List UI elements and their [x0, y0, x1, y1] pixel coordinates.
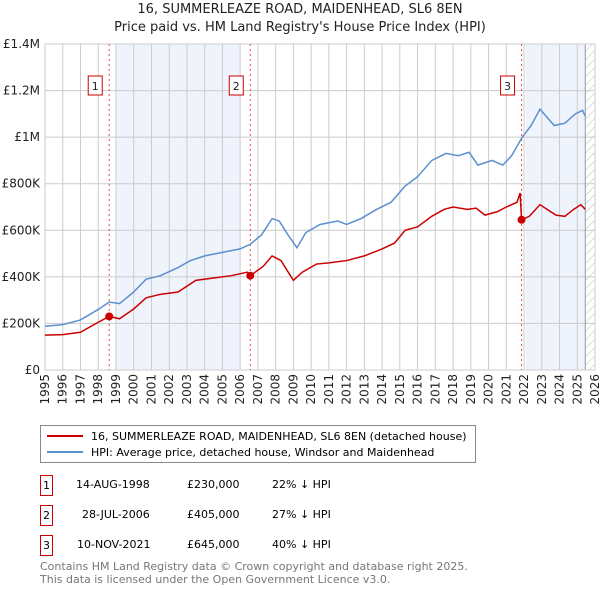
y-tick-label: £1.4M: [3, 37, 40, 51]
hpi-line: [44, 107, 586, 327]
transaction-marker: 1: [40, 475, 53, 496]
x-tick-label: 2023: [535, 374, 549, 405]
y-tick-label: £200K: [2, 316, 42, 330]
x-tick-label: 2024: [553, 374, 567, 405]
legend-swatch-property: [47, 435, 83, 437]
legend-item-hpi: HPI: Average price, detached house, Wind…: [47, 444, 467, 460]
forecast-hatch: [585, 44, 595, 370]
x-tick-label: 2026: [588, 374, 600, 405]
transaction-date: 10-NOV-2021: [77, 538, 151, 551]
transaction-delta: 27% ↓ HPI: [272, 508, 331, 521]
x-tick-label: 2018: [446, 374, 460, 405]
y-tick-label: £600K: [2, 223, 42, 237]
x-tick-label: 2006: [233, 374, 247, 405]
x-tick-label: 2010: [304, 374, 318, 405]
transaction-price: £645,000: [187, 538, 240, 551]
x-tick-label: 2001: [144, 374, 158, 405]
x-tick-label: 2004: [198, 374, 212, 405]
sale-point: [105, 312, 114, 321]
plot-border: [44, 43, 596, 371]
footer: Contains HM Land Registry data © Crown c…: [40, 560, 468, 586]
transaction-row: 3 10-NOV-2021 £645,000 40% ↓ HPI: [40, 535, 440, 556]
y-tick-label: £400K: [2, 270, 42, 284]
x-tick-label: 1998: [91, 374, 105, 405]
x-tick-label: 2021: [499, 374, 513, 405]
shaded-region: [525, 44, 585, 370]
legend-item-property: 16, SUMMERLEAZE ROAD, MAIDENHEAD, SL6 8E…: [47, 428, 467, 444]
transaction-delta: 22% ↓ HPI: [272, 478, 331, 491]
sale-marker-label: 1: [92, 80, 99, 93]
sale-point: [517, 215, 526, 224]
transaction-price: £230,000: [187, 478, 240, 491]
footer-copyright: Contains HM Land Registry data © Crown c…: [40, 560, 468, 573]
transaction-delta: 40% ↓ HPI: [272, 538, 331, 551]
sale-marker-box: [228, 75, 244, 96]
y-tick-label: £0: [25, 363, 40, 377]
legend: 16, SUMMERLEAZE ROAD, MAIDENHEAD, SL6 8E…: [40, 425, 476, 463]
x-tick-label: 2009: [286, 374, 300, 405]
x-tick-label: 1997: [73, 374, 87, 405]
x-tick-label: 2007: [251, 374, 265, 405]
x-tick-label: 2013: [357, 374, 371, 405]
x-tick-label: 2017: [428, 374, 442, 405]
x-tick-label: 2015: [393, 374, 407, 405]
x-tick-label: 2012: [340, 374, 354, 405]
shaded-region: [115, 44, 241, 370]
x-tick-label: 2005: [215, 374, 229, 405]
x-tick-label: 2003: [180, 374, 194, 405]
transaction-marker: 3: [40, 535, 53, 556]
sale-marker-box: [500, 75, 516, 96]
y-tick-label: £1.2M: [3, 84, 40, 98]
x-tick-label: 2022: [517, 374, 531, 405]
x-tick-label: 1999: [109, 374, 123, 405]
legend-label-property: 16, SUMMERLEAZE ROAD, MAIDENHEAD, SL6 8E…: [91, 429, 467, 443]
x-tick-label: 2020: [482, 374, 496, 405]
x-tick-label: 2000: [127, 374, 141, 405]
x-tick-label: 2019: [464, 374, 478, 405]
x-tick-label: 2011: [322, 374, 336, 405]
transaction-date: 28-JUL-2006: [82, 508, 150, 521]
transaction-marker: 2: [40, 505, 53, 526]
x-tick-label: 2008: [269, 374, 283, 405]
sale-marker-label: 3: [504, 80, 511, 93]
sale-point: [246, 271, 255, 280]
y-tick-label: £1M: [14, 130, 40, 144]
x-tick-label: 2016: [411, 374, 425, 405]
sale-marker-box: [87, 75, 103, 96]
footer-licence: This data is licensed under the Open Gov…: [40, 573, 391, 586]
chart-subtitle: Price paid vs. HM Land Registry's House …: [114, 20, 486, 35]
transaction-row: 2 28-JUL-2006 £405,000 27% ↓ HPI: [40, 505, 440, 526]
transaction-row: 1 14-AUG-1998 £230,000 22% ↓ HPI: [40, 475, 440, 496]
x-tick-label: 2002: [162, 374, 176, 405]
x-tick-label: 2014: [375, 374, 389, 405]
legend-swatch-hpi: [47, 451, 83, 453]
sale-marker-label: 2: [233, 80, 240, 93]
x-tick-label: 2025: [570, 374, 584, 405]
legend-label-hpi: HPI: Average price, detached house, Wind…: [91, 445, 435, 459]
x-tick-label: 1995: [38, 374, 52, 405]
transaction-date: 14-AUG-1998: [76, 478, 150, 491]
y-tick-label: £800K: [2, 177, 42, 191]
transaction-price: £405,000: [187, 508, 240, 521]
chart-title: 16, SUMMERLEAZE ROAD, MAIDENHEAD, SL6 8E…: [137, 2, 463, 17]
price-chart: 1995 1996 1997 1998 1999 2000 2001 2002 2003 2004…: [2, 37, 600, 405]
x-tick-label: 1996: [56, 374, 70, 405]
